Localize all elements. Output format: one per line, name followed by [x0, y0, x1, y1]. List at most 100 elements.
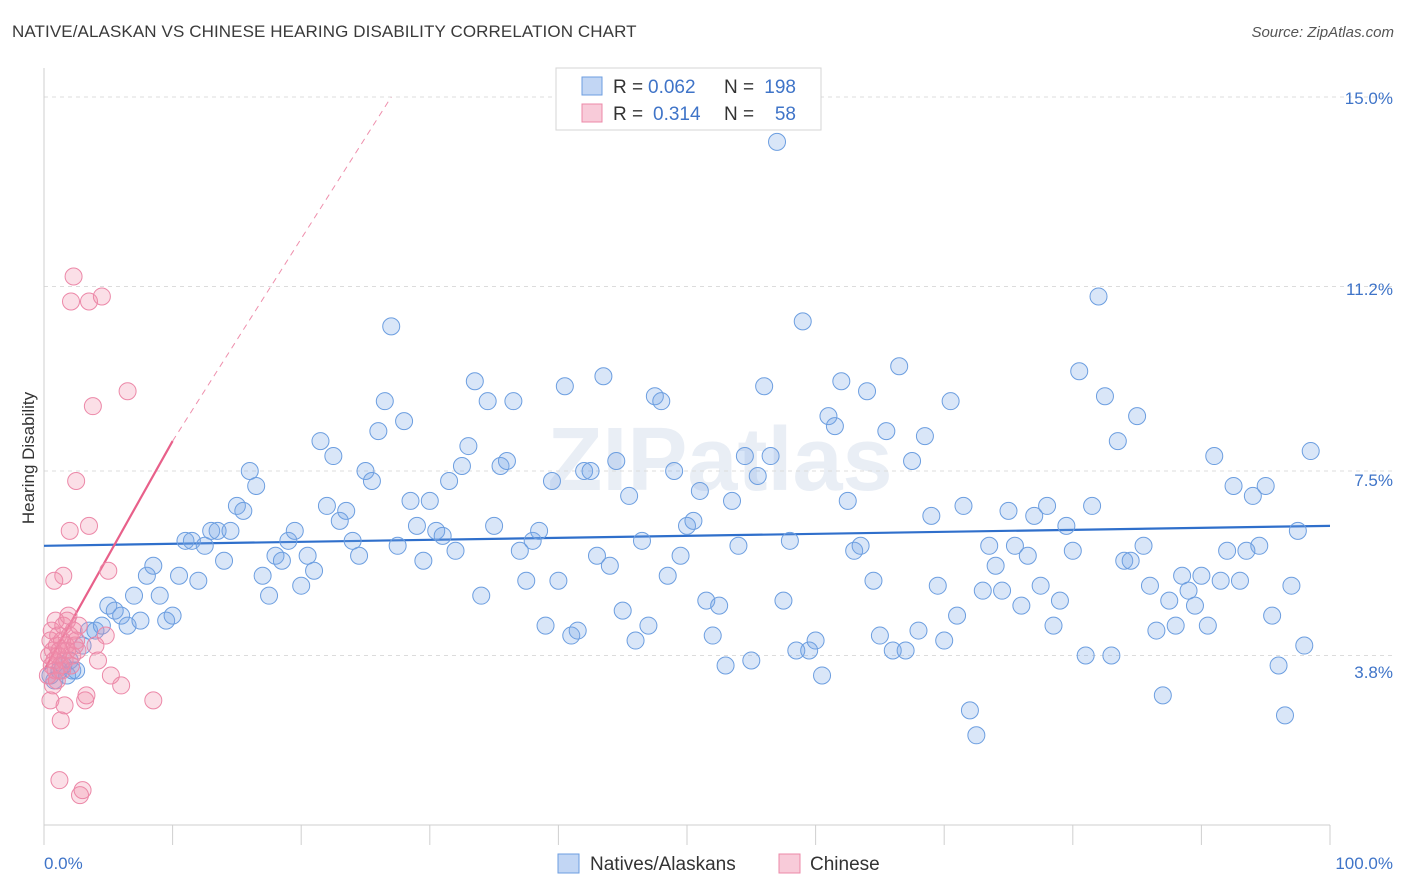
native-point [581, 462, 600, 480]
native-point [1263, 606, 1282, 625]
native-point [305, 561, 324, 580]
native-point [903, 452, 922, 471]
native-point [1288, 521, 1307, 540]
native-point [620, 486, 639, 505]
native-point [504, 392, 523, 411]
native-point [960, 701, 979, 720]
native-point [485, 516, 504, 535]
native-point [948, 606, 967, 625]
native-point [1083, 496, 1102, 515]
bottom-legend-swatch-chinese [778, 853, 801, 874]
native-point [838, 491, 857, 510]
native-point [883, 641, 902, 660]
native-point [941, 392, 960, 411]
native-point [864, 571, 883, 590]
chinese-point [54, 566, 73, 585]
chinese-point [55, 696, 74, 715]
native-point [240, 462, 259, 480]
native-point [1250, 536, 1269, 555]
native-point [285, 521, 304, 540]
native-point [1185, 596, 1204, 615]
chinese-point [47, 671, 66, 690]
native-point [600, 556, 619, 575]
chinese-point [68, 641, 87, 660]
native-point [465, 372, 484, 391]
native-point [1063, 541, 1082, 560]
native-point [279, 531, 298, 550]
native-point [1211, 571, 1230, 590]
chinese-point [69, 616, 88, 635]
legend-n-label: N = [724, 104, 754, 125]
native-point [832, 372, 851, 391]
native-point [1050, 591, 1069, 610]
native-point [780, 531, 799, 550]
native-point [1192, 566, 1211, 585]
x-tick-label: 0.0% [44, 854, 83, 873]
native-point [407, 516, 426, 535]
native-point [523, 531, 542, 550]
chinese-point [45, 571, 64, 590]
chinese-point [77, 686, 96, 705]
native-point [1108, 432, 1127, 451]
native-point [189, 571, 208, 590]
native-point [1243, 486, 1262, 505]
native-point [607, 452, 626, 471]
native-point [420, 491, 439, 510]
native-point [1005, 536, 1024, 555]
y-tick-label: 7.5% [1354, 471, 1393, 490]
native-point [375, 392, 394, 411]
legend-swatch-chinese [581, 103, 603, 123]
native-trend [43, 524, 1331, 547]
native-point [150, 586, 169, 605]
native-point [1121, 551, 1140, 570]
native-point [825, 417, 844, 436]
native-point [131, 611, 150, 630]
chinese-point [118, 382, 137, 401]
native-point [761, 447, 780, 466]
native-point [1038, 496, 1057, 515]
legend-r-value: 0.314 [653, 104, 701, 125]
native-point [1179, 581, 1198, 600]
legend-r-label: R = [613, 104, 643, 125]
native-point [401, 491, 420, 510]
native-point [337, 501, 356, 520]
native-point [292, 576, 311, 595]
bottom-legend: Natives/Alaskans Chinese [557, 853, 880, 875]
native-point [587, 546, 606, 565]
native-point [742, 651, 761, 670]
native-point [877, 422, 896, 441]
native-point [575, 462, 594, 480]
native-point [967, 726, 986, 745]
native-point [652, 392, 671, 411]
y-tick-label: 3.8% [1354, 663, 1393, 682]
native-point [723, 491, 742, 510]
native-point [330, 511, 349, 530]
native-point [176, 531, 195, 550]
chinese-point [71, 786, 90, 805]
native-point [163, 606, 182, 625]
native-point [170, 566, 189, 585]
chinese-point [112, 676, 131, 695]
chinese-point [60, 521, 79, 540]
top-legend: R = 0.062 N = 198 R = 0.314 N = 58 [555, 67, 822, 131]
native-point [272, 551, 291, 570]
native-point [1031, 576, 1050, 595]
native-point [215, 551, 234, 570]
native-point [890, 357, 909, 376]
native-point [710, 596, 729, 615]
native-point [1147, 621, 1166, 640]
native-point [343, 531, 362, 550]
native-point [1012, 596, 1031, 615]
native-point [311, 432, 330, 451]
native-point [317, 496, 336, 515]
native-point [137, 566, 156, 585]
native-point [748, 466, 767, 485]
chinese-point [67, 631, 86, 650]
native-point [1218, 541, 1237, 560]
chinese-point [50, 771, 69, 790]
native-point [1256, 476, 1275, 495]
native-point [716, 656, 735, 675]
native-point [1160, 591, 1179, 610]
native-point [362, 471, 381, 490]
